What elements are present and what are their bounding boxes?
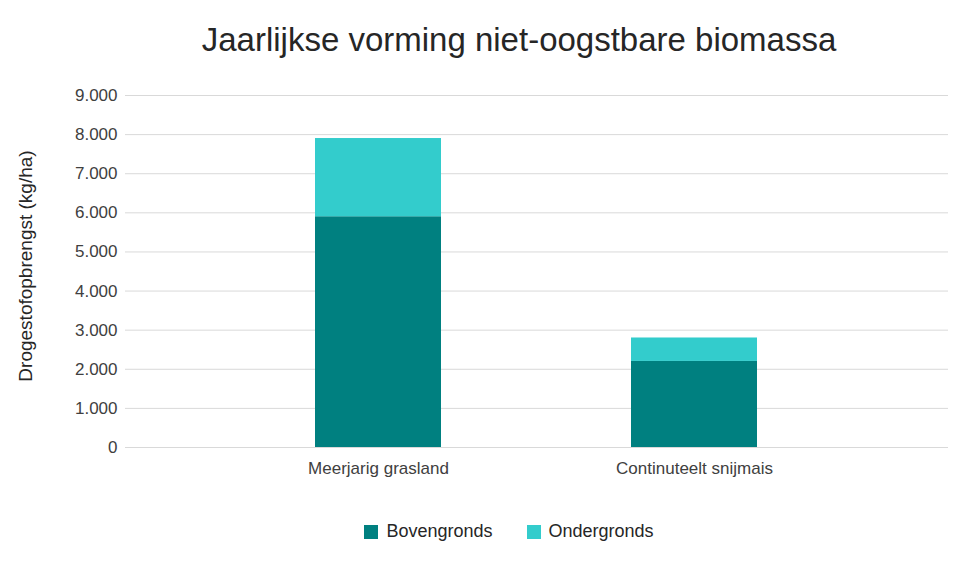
svg-text:8.000: 8.000 — [75, 125, 118, 144]
svg-text:1.000: 1.000 — [75, 399, 118, 418]
html-text:Ondergronds: Ondergronds — [548, 521, 654, 541]
svg-text:2.000: 2.000 — [75, 360, 118, 379]
svg-text:Continuteelt snijmais: Continuteelt snijmais — [616, 459, 773, 478]
svg-text:3.000: 3.000 — [75, 321, 118, 340]
html-text:Bovengronds: Bovengronds — [386, 521, 493, 541]
svg-text:5.000: 5.000 — [75, 242, 118, 261]
svg-text:4.000: 4.000 — [75, 281, 118, 300]
svg-text:6.000: 6.000 — [75, 203, 118, 222]
html-text:Drogestofopbrengst (kg/ha): Drogestofopbrengst (kg/ha) — [15, 150, 36, 382]
svg-text:9.000: 9.000 — [75, 86, 118, 105]
html-text:Jaarlijkse vorming niet-oogstb: Jaarlijkse vorming niet-oogstbare biomas… — [201, 21, 837, 58]
svg-text:Meerjarig grasland: Meerjarig grasland — [308, 459, 449, 478]
svg-text:0: 0 — [108, 438, 117, 457]
svg-text:7.000: 7.000 — [75, 164, 118, 183]
